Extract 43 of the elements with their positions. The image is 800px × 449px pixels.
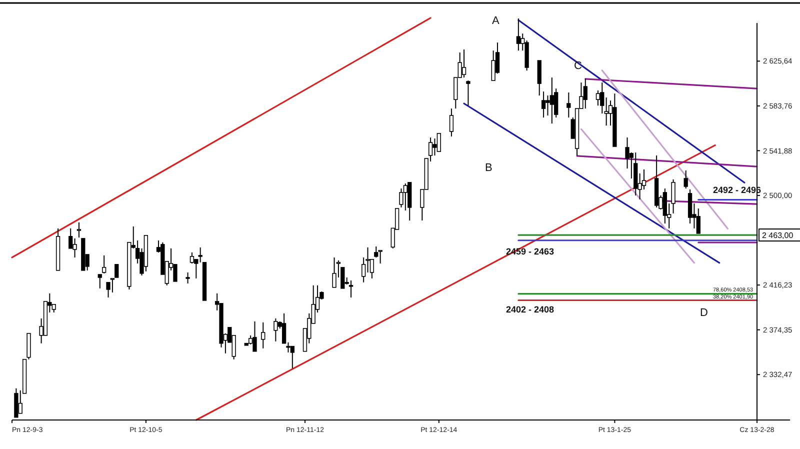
candlestick	[436, 133, 441, 152]
candlestick	[604, 97, 608, 126]
annotation: C	[574, 60, 582, 72]
candlestick	[466, 80, 470, 106]
candlestick	[114, 264, 119, 278]
candlestick	[403, 182, 408, 211]
candlestick	[362, 256, 366, 283]
candlestick	[102, 254, 106, 274]
candlestick	[261, 322, 266, 349]
candlestick	[696, 208, 700, 234]
candlestick	[348, 280, 354, 298]
candlestick	[546, 94, 550, 116]
candlestick	[378, 250, 382, 264]
annotation: 2402 - 2408	[506, 304, 554, 314]
candlestick	[583, 78, 588, 110]
candlestick	[550, 77, 554, 124]
candlestick	[566, 92, 571, 118]
candlestick	[252, 320, 257, 352]
annotation: A	[492, 14, 500, 27]
candlestick	[332, 256, 336, 288]
candlestick	[110, 278, 115, 293]
candlestick	[290, 346, 294, 369]
candlestick	[684, 170, 688, 190]
candlestick	[106, 282, 110, 298]
candlestick	[72, 238, 77, 258]
candlestick	[186, 272, 190, 284]
candlestick	[449, 108, 454, 137]
candlestick	[76, 222, 82, 238]
candlestick	[516, 18, 521, 52]
candlestick	[98, 274, 102, 289]
candlestick	[14, 388, 18, 418]
text: 2 463,00	[762, 230, 794, 240]
candlestick	[68, 228, 73, 249]
candlestick	[541, 91, 546, 118]
annotation: D	[700, 306, 708, 319]
annotation: B	[485, 162, 492, 174]
candlestick	[190, 252, 194, 264]
candlestick	[596, 90, 600, 106]
candlestick	[462, 49, 466, 78]
candlestick	[274, 318, 278, 342]
candlestick	[600, 82, 604, 114]
candlestick	[537, 60, 542, 96]
candlestick	[374, 246, 378, 258]
